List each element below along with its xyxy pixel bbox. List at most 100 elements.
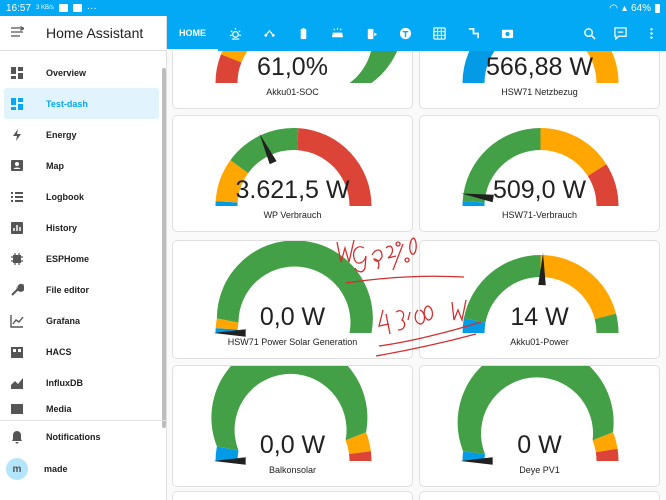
tab-calculator-icon[interactable]: [422, 16, 456, 51]
sidebar-item-label: Grafana: [46, 315, 81, 326]
gauge-segment: [349, 51, 398, 83]
lightning-icon: [10, 128, 24, 142]
gauge-needle: [538, 253, 546, 286]
gauge-segment: [457, 366, 614, 454]
wifi-icon: ◠: [609, 2, 618, 14]
tab-home[interactable]: HOME: [167, 16, 218, 51]
sidebar-item-map[interactable]: Map: [0, 150, 163, 181]
gauge-segment: [463, 255, 541, 323]
tab-battery-arrow-icon[interactable]: [354, 16, 388, 51]
chart-line-icon: [10, 314, 24, 328]
gauge-card-deye[interactable]: 0 W Deye PV1: [419, 365, 660, 487]
search-icon[interactable]: [574, 16, 604, 51]
notifications-button[interactable]: Notifications: [0, 421, 166, 453]
sidebar-scrollbar[interactable]: [162, 68, 166, 428]
gauge-name: Deye PV1: [519, 465, 560, 475]
user-profile-button[interactable]: m made: [0, 453, 166, 485]
tab-battery-charging-icon[interactable]: [286, 16, 320, 51]
gauge-segment: [587, 164, 619, 206]
tab-camera-icon[interactable]: [490, 16, 524, 51]
gauge-name: WP Verbrauch: [263, 210, 322, 220]
gauge-value: 0,0 W: [259, 431, 326, 459]
dashboard-toolbar: HOME: [167, 16, 666, 51]
gauge-value: 509,0 W: [492, 176, 587, 204]
sidebar-item-grafana[interactable]: Grafana: [0, 305, 163, 336]
gauge-segment: [462, 128, 541, 203]
gauge-value: 3.621,5 W: [235, 176, 350, 204]
tab-solar-panel-icon[interactable]: [320, 16, 354, 51]
sidebar-item-label: Logbook: [46, 191, 84, 202]
list-icon: [10, 190, 24, 204]
gauge-segment: [595, 448, 619, 461]
gauge-arc: [211, 366, 372, 465]
sidebar-item-test-dash[interactable]: Test-dash: [4, 88, 159, 119]
battery-level: 64%: [630, 2, 651, 14]
gauge-value: 14 W: [510, 303, 569, 331]
sidebar-item-label: File editor: [46, 284, 90, 295]
tab-sun-icon[interactable]: [218, 16, 252, 51]
sidebar-item-energy[interactable]: Energy: [0, 119, 163, 150]
gauge-segment: [462, 51, 495, 83]
gauge-name: HSW71 Netzbezug: [501, 87, 578, 97]
gauge-card-netzbezug[interactable]: 566,88 W HSW71 Netzbezug: [419, 51, 660, 109]
gauge-arc: [215, 51, 398, 83]
sidebar-item-label: HACS: [46, 346, 72, 357]
gauge-segment: [216, 241, 373, 333]
gauge-segment: [230, 128, 299, 174]
gauge-segment: [215, 201, 238, 206]
sidebar-item-hacs[interactable]: HACS: [0, 336, 163, 367]
sidebar-item-esphome[interactable]: ESPHome: [0, 243, 163, 274]
sidebar-bottom: Notifications m made: [0, 420, 166, 485]
gauge-name: Akku01-Power: [510, 337, 569, 347]
dashboard-icon: [10, 97, 24, 111]
media-icon: [10, 402, 24, 416]
gauge-arc: [462, 51, 619, 83]
gauge-segment: [592, 432, 618, 453]
gauge-card-akku-soc[interactable]: 61,0% Akku01-SOC: [172, 51, 413, 109]
gauge-segment: [594, 313, 619, 333]
gauge-segment: [349, 451, 372, 461]
gauge-arc: [215, 128, 372, 206]
gauge-segment: [540, 128, 607, 176]
collapse-menu-icon[interactable]: [10, 25, 26, 42]
gauge-card-hsw71-verbrauch[interactable]: 509,0 W HSW71-Verbrauch: [419, 115, 660, 232]
gauge-name: HSW71 Power Solar Generation: [227, 337, 358, 347]
more-notifications-icon: ···: [86, 2, 97, 14]
tab-flow-icon[interactable]: [456, 16, 490, 51]
assist-chat-icon[interactable]: [604, 16, 636, 51]
tab-transmission-icon[interactable]: [252, 16, 286, 51]
sidebar-item-label: Test-dash: [46, 98, 88, 109]
sidebar-item-history[interactable]: History: [0, 212, 163, 243]
gauge-name: Akku01-SOC: [266, 87, 319, 97]
gauge-needle: [213, 329, 246, 337]
more-vertical-icon[interactable]: [636, 16, 666, 51]
tab-tesla-icon[interactable]: [388, 16, 422, 51]
gauge-value: 0,0 W: [259, 303, 326, 331]
gauge-value: 566,88 W: [485, 53, 593, 81]
sidebar-item-label: Media: [46, 404, 72, 414]
gauge-value: 61,0%: [257, 53, 328, 81]
user-name: made: [44, 464, 68, 474]
gauge-arc: [457, 366, 619, 465]
gauge-needle: [213, 457, 246, 465]
sidebar-item-overview[interactable]: Overview: [0, 57, 163, 88]
sidebar-item-label: ESPHome: [46, 253, 90, 264]
gauge-card-balkon[interactable]: 0,0 W Balkonsolar: [172, 365, 413, 487]
gauge-segment: [462, 201, 485, 206]
app-title: Home Assistant: [46, 25, 144, 41]
gauge-card-akku-power[interactable]: 14 W Akku01-Power: [419, 240, 660, 359]
gauge-name: HSW71-Verbrauch: [501, 210, 578, 220]
battery-icon: [655, 3, 660, 13]
bell-icon: [10, 430, 24, 444]
network-speed: 3 KB/s: [36, 5, 54, 11]
sidebar-item-media[interactable]: Media: [0, 398, 163, 420]
gauge-card[interactable]: [419, 491, 660, 500]
sidebar-item-logbook[interactable]: Logbook: [0, 181, 163, 212]
sidebar-item-file-editor[interactable]: File editor: [0, 274, 163, 305]
gauge-card-solar[interactable]: 0,0 W HSW71 Power Solar Generation: [172, 240, 413, 359]
hacs-icon: [10, 345, 24, 359]
gauge-card[interactable]: [172, 491, 413, 500]
gauge-card-wp[interactable]: 3.621,5 W WP Verbrauch: [172, 115, 413, 232]
gauge-segment: [462, 451, 485, 461]
sidebar-item-influxdb[interactable]: InfluxDB: [0, 367, 163, 398]
